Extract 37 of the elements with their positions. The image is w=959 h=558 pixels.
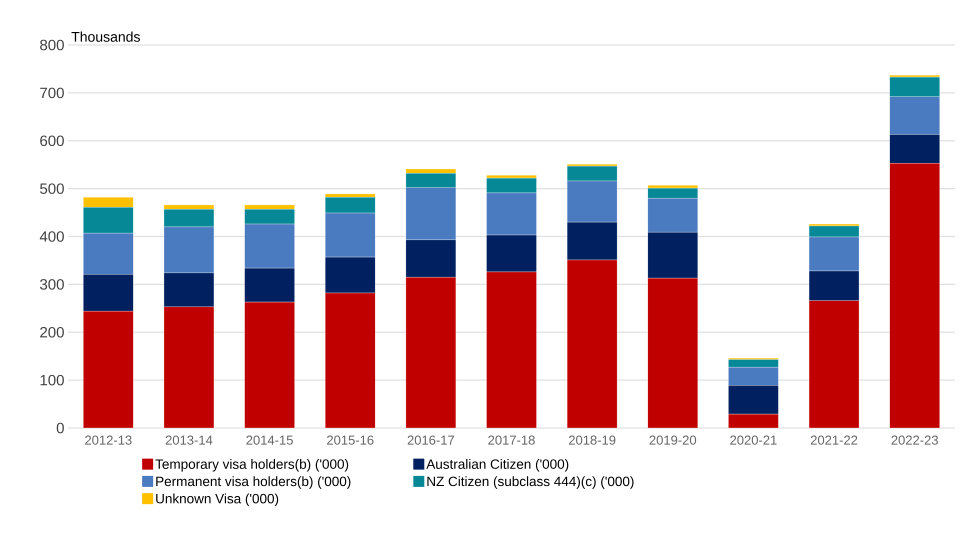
bar: [244, 302, 295, 428]
bar: [325, 292, 376, 428]
legend-label: Unknown Visa ('000): [156, 494, 278, 506]
x-tick-label: 2022-23: [891, 436, 938, 445]
bar: [567, 260, 618, 428]
legend-label: Australian Citizen ('000): [426, 459, 568, 472]
x-tick-label: 2013-14: [166, 436, 212, 445]
bar: [890, 163, 940, 428]
x-tick-label: 2014-15: [246, 436, 293, 445]
y-tick-label: 300: [40, 279, 64, 290]
y-tick-label: 600: [40, 135, 64, 146]
x-tick-label: 2020-21: [730, 436, 777, 445]
y-tick-label: 200: [40, 326, 64, 338]
bar: [809, 300, 860, 428]
x-tick-label: 2021-22: [810, 436, 858, 445]
bar: [83, 311, 134, 428]
x-tick-label: 2017-18: [488, 436, 535, 445]
legend-label: NZ Citizen (subclass 444)(c) ('000): [427, 476, 634, 489]
y-axis-title: Thousands: [72, 32, 140, 42]
bar: [164, 306, 214, 428]
legend-label: Permanent visa holders(b) ('000): [156, 476, 350, 489]
x-tick-label: 2015-16: [327, 436, 374, 445]
x-tick-label: 2016-17: [408, 436, 454, 445]
bar: [648, 278, 698, 428]
y-tick-label: 400: [40, 231, 64, 242]
bar: [486, 272, 537, 428]
y-tick-label: 700: [40, 88, 64, 98]
bar: [406, 277, 456, 428]
x-tick-label: 2019-20: [650, 436, 696, 445]
y-tick-label: 0: [56, 422, 64, 434]
legend-label: Temporary visa holders(b) ('000): [155, 459, 348, 472]
x-tick-label: 2012-13: [85, 436, 132, 445]
bar: [728, 414, 778, 428]
y-tick-label: 800: [40, 40, 64, 50]
y-tick-label: 100: [40, 374, 64, 386]
x-tick-label: 2018-19: [568, 436, 616, 445]
y-tick-label: 500: [40, 183, 64, 194]
